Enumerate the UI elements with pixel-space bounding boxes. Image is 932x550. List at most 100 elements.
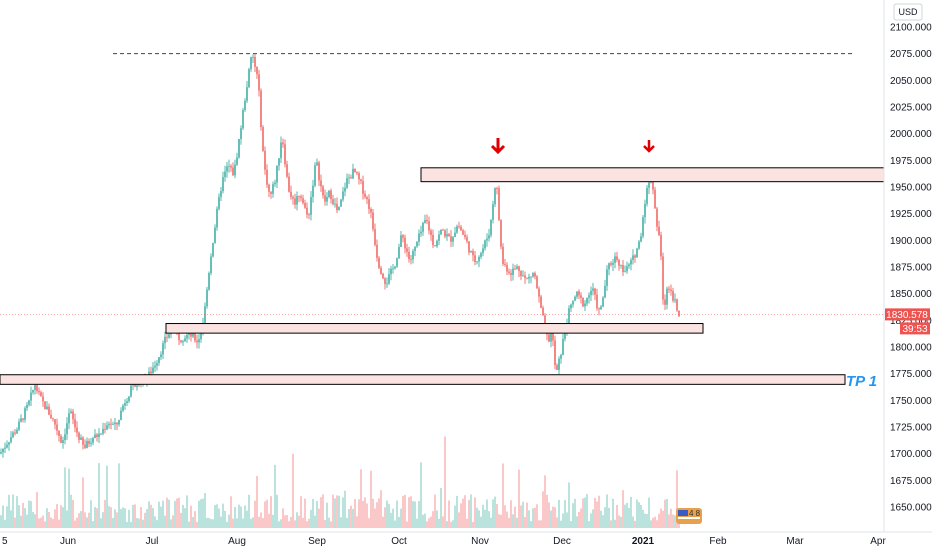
- volume-bar: [238, 504, 240, 528]
- down-arrow-icon[interactable]: [643, 140, 655, 153]
- volume-bar: [124, 508, 126, 528]
- candle-body: [542, 307, 544, 316]
- volume-bar: [42, 515, 44, 528]
- volume-bar: [116, 512, 118, 528]
- volume-bar: [652, 517, 654, 528]
- y-tick-label: 1650.000: [890, 503, 932, 514]
- volume-bar: [434, 494, 436, 528]
- candle-body: [624, 271, 626, 273]
- candle-body: [632, 255, 634, 260]
- candle-body: [636, 248, 638, 258]
- volume-bar: [126, 521, 128, 528]
- candle-body: [428, 221, 430, 231]
- volume-bar: [262, 518, 264, 528]
- volume-bar: [298, 515, 300, 528]
- candle-body: [586, 297, 588, 304]
- volume-bar: [26, 514, 28, 528]
- candle-body: [652, 181, 654, 190]
- candle-body: [234, 164, 236, 176]
- volume-bars: [0, 436, 680, 528]
- candle-body: [124, 403, 126, 406]
- volume-bar: [114, 509, 116, 528]
- volume-bar: [210, 519, 212, 528]
- candle-body: [588, 295, 590, 298]
- candle-body: [288, 176, 290, 192]
- candle-body: [74, 419, 76, 428]
- volume-bar: [454, 505, 456, 528]
- volume-bar: [568, 482, 570, 528]
- candle-body: [534, 273, 536, 277]
- candle-body: [396, 258, 398, 267]
- candle-body: [120, 410, 122, 420]
- candle-body: [630, 259, 632, 265]
- candle-body: [522, 275, 524, 277]
- volume-bar: [430, 516, 432, 528]
- volume-bar: [402, 496, 404, 528]
- volume-bar: [398, 516, 400, 528]
- volume-bar: [622, 490, 624, 528]
- volume-bar: [596, 501, 598, 528]
- volume-bar: [546, 494, 548, 528]
- candle-body: [62, 440, 64, 443]
- volume-bar: [316, 500, 318, 528]
- time-axis[interactable]: Jun Jul Aug Sep Oct Nov Dec 2021 Feb Mar Apr 5: [2, 536, 886, 547]
- volume-bar: [234, 507, 236, 528]
- candle-body: [358, 173, 360, 180]
- volume-bar: [570, 521, 572, 528]
- volume-bar: [360, 469, 362, 528]
- volume-bar: [136, 517, 138, 528]
- volume-bar: [458, 512, 460, 528]
- volume-bar: [610, 520, 612, 528]
- candle-body: [350, 177, 352, 179]
- candle-body: [272, 184, 274, 194]
- candle-body: [316, 162, 318, 166]
- candle-body: [384, 278, 386, 285]
- volume-bar: [404, 494, 406, 528]
- volume-bar: [518, 469, 520, 528]
- volume-bar: [352, 508, 354, 528]
- volume-bar: [442, 516, 444, 528]
- candle-body: [58, 430, 60, 436]
- candle-body: [466, 237, 468, 242]
- candle-body: [194, 333, 196, 341]
- candle-body: [14, 432, 16, 434]
- support-zone[interactable]: [165, 323, 704, 334]
- down-arrow-icon[interactable]: [490, 138, 506, 155]
- candle-body: [18, 421, 20, 430]
- volume-bar: [258, 516, 260, 528]
- volume-bar: [10, 510, 12, 528]
- candle-body: [560, 354, 562, 359]
- candle-body: [638, 241, 640, 249]
- candle-body: [584, 303, 586, 307]
- candle-body: [578, 291, 580, 296]
- currency-selector[interactable]: USD: [893, 3, 923, 21]
- volume-bar: [330, 521, 332, 528]
- candle-body: [442, 229, 444, 231]
- volume-bar: [252, 517, 254, 528]
- volume-bar: [544, 475, 546, 528]
- volume-bar: [168, 499, 170, 528]
- candle-body: [158, 357, 160, 363]
- volume-bar: [300, 496, 302, 528]
- resistance-zone[interactable]: [420, 167, 885, 183]
- volume-bar: [502, 463, 504, 528]
- volume-bar: [428, 518, 430, 528]
- volume-bar: [602, 515, 604, 528]
- candle-body: [654, 189, 656, 209]
- price-axis[interactable]: 2100.000 2075.000 2050.000 2025.000 2000.000…: [890, 23, 932, 514]
- volume-bar: [294, 520, 296, 528]
- volume-bar: [256, 476, 258, 528]
- candle-body: [656, 208, 658, 227]
- candle-body: [224, 171, 226, 178]
- candle-body: [678, 310, 680, 317]
- candle-body: [596, 294, 598, 309]
- flag-icon[interactable]: 4 8: [676, 508, 702, 524]
- volume-bar: [418, 501, 420, 528]
- candle-body: [168, 334, 170, 338]
- tp1-zone[interactable]: [0, 374, 846, 385]
- volume-bar: [416, 518, 418, 528]
- volume-bar: [314, 515, 316, 528]
- candle-body: [332, 199, 334, 205]
- candle-body: [558, 358, 560, 370]
